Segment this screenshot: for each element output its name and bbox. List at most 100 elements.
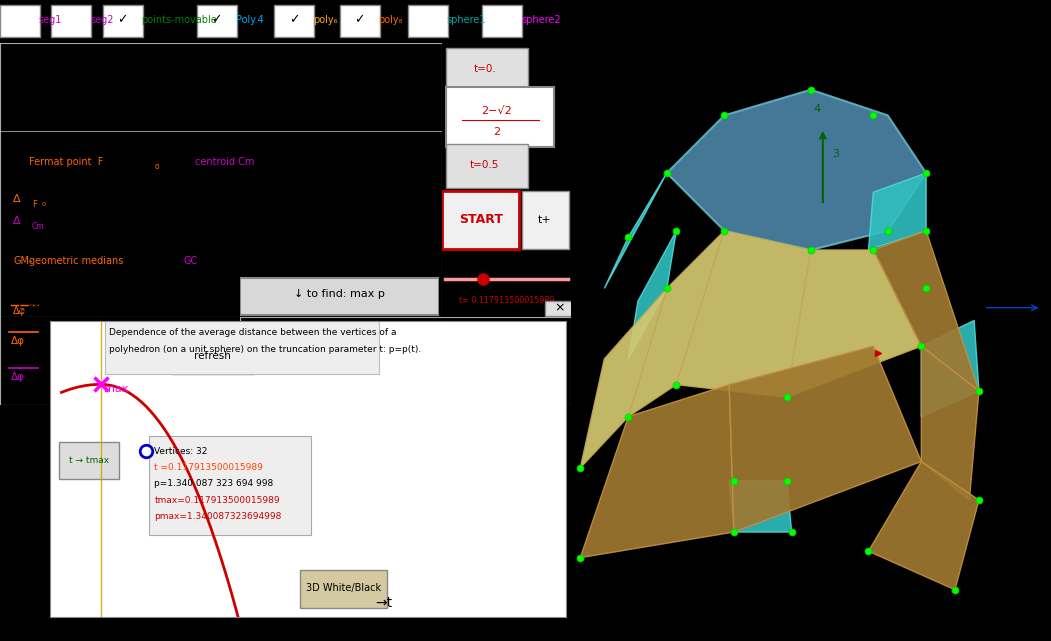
Polygon shape: [628, 231, 724, 417]
Text: 0.766413908512456: 0.766413908512456: [256, 389, 335, 398]
Text: Dependence of the average distance between the vertices of a: Dependence of the average distance betwe…: [109, 328, 397, 337]
Polygon shape: [868, 173, 926, 250]
FancyBboxPatch shape: [301, 570, 387, 608]
Text: →Angular deviations from optimality -: →Angular deviations from optimality -: [8, 275, 218, 285]
FancyBboxPatch shape: [446, 49, 529, 92]
Text: geometric medians: geometric medians: [28, 256, 123, 265]
Text: 0.969915863064702: 0.969915863064702: [475, 377, 554, 386]
Text: 0.969915863064706: 0.969915863064706: [366, 336, 445, 345]
Text: →Deviation about center spheres: →Deviation about center spheres: [14, 175, 195, 185]
FancyBboxPatch shape: [274, 4, 314, 37]
Text: Vertices: 32: Vertices: 32: [154, 447, 208, 456]
Text: max: max: [104, 383, 128, 394]
Text: t=0:      Square Antiprism ,          V=8: t=0: Square Antiprism , V=8: [14, 53, 249, 62]
Text: 0.685834083953455: 0.685834083953455: [256, 372, 335, 381]
Text: F: F: [32, 200, 37, 209]
Text: = 0.00 × 10: = 0.00 × 10: [50, 372, 115, 383]
Text: 6 − gons: 6 − gons: [384, 323, 427, 333]
Text: t+: t+: [538, 215, 552, 225]
Text: refresh: refresh: [194, 351, 231, 361]
Text: ✓: ✓: [211, 13, 222, 26]
Polygon shape: [729, 346, 922, 532]
Text: 4 − gons: 4 − gons: [274, 323, 317, 333]
FancyBboxPatch shape: [482, 4, 522, 37]
Text: 4.444748814545944: 4.444748814545944: [475, 407, 554, 416]
Text: sphere2: sphere2: [521, 15, 560, 25]
Text: ×: ×: [555, 302, 565, 315]
Text: 2−√2: 2−√2: [481, 106, 512, 116]
Text: seg2: seg2: [90, 15, 114, 25]
FancyBboxPatch shape: [0, 4, 40, 37]
Text: t= 0.117913500015989: t= 0.117913500015989: [458, 296, 554, 305]
Text: sphere1: sphere1: [447, 15, 487, 25]
Text: Cm: Cm: [32, 222, 44, 231]
Text: ✓: ✓: [118, 13, 128, 26]
Text: p=1.340 087 323 694 998: p=1.340 087 323 694 998: [154, 479, 273, 488]
Polygon shape: [580, 288, 666, 468]
Text: 0.766413908512456: 0.766413908512456: [366, 389, 445, 398]
Text: 0.685834083953455: 0.685834083953455: [366, 372, 445, 381]
Text: 4.444748814545942: 4.444748814545942: [475, 367, 554, 376]
Text: Graphics 2: Graphics 2: [18, 302, 85, 315]
Text: Fermat point  F: Fermat point F: [28, 157, 103, 167]
Polygon shape: [922, 346, 978, 500]
Text: poly₆: poly₆: [313, 15, 337, 25]
Text: GC: GC: [30, 378, 41, 387]
Text: 2: 2: [493, 127, 500, 137]
Polygon shape: [787, 250, 922, 397]
Polygon shape: [580, 385, 734, 558]
Text: directions of the corresponding position vectors:: directions of the corresponding position…: [14, 294, 250, 304]
Text: 2. Means of sum of all correction angles of: 2. Means of sum of all correction angles…: [14, 237, 224, 246]
Text: Δφ: Δφ: [12, 336, 25, 346]
Text: pmax=1.340087323694998: pmax=1.340087323694998: [154, 512, 282, 520]
FancyBboxPatch shape: [408, 4, 448, 37]
Text: GM-: GM-: [14, 256, 33, 265]
Text: 4.444748814545953: 4.444748814545953: [475, 346, 554, 355]
Text: 0: 0: [186, 366, 190, 375]
FancyBboxPatch shape: [240, 278, 439, 315]
FancyBboxPatch shape: [339, 4, 379, 37]
FancyBboxPatch shape: [51, 4, 91, 37]
Text: rad;: rad;: [184, 306, 208, 316]
FancyBboxPatch shape: [545, 301, 575, 316]
Text: o: o: [154, 162, 160, 171]
Polygon shape: [604, 173, 666, 288]
Text: 0.969915863064706: 0.969915863064706: [475, 356, 554, 365]
Text: GC: GC: [184, 256, 198, 265]
FancyBboxPatch shape: [197, 4, 236, 37]
Polygon shape: [922, 320, 978, 417]
Text: GM: GM: [28, 312, 40, 317]
FancyBboxPatch shape: [442, 191, 519, 249]
Text: points-movable: points-movable: [142, 15, 218, 25]
Text: Δφ: Δφ: [14, 306, 26, 316]
Text: 1.: 1.: [14, 157, 25, 167]
Text: 3: 3: [832, 149, 840, 159]
Polygon shape: [628, 231, 677, 359]
Text: Δφ: Δφ: [14, 306, 26, 316]
Text: 8 − gons: 8 − gons: [493, 323, 536, 333]
FancyBboxPatch shape: [103, 4, 143, 37]
Text: ✓: ✓: [354, 13, 365, 26]
Text: t → tmax: t → tmax: [68, 456, 109, 465]
Polygon shape: [729, 481, 791, 532]
Y-axis label: ↑p(t): ↑p(t): [0, 449, 13, 488]
Polygon shape: [677, 231, 811, 397]
Text: ✓: ✓: [289, 13, 300, 26]
Text: 0.766413908512457: 0.766413908512457: [256, 354, 335, 363]
Text: and: and: [162, 256, 186, 265]
FancyBboxPatch shape: [105, 320, 379, 374]
Text: Poly.4: Poly.4: [235, 15, 264, 25]
Text: 3D White/Black: 3D White/Black: [306, 583, 380, 593]
Text: tmax=0.117913500015989: tmax=0.117913500015989: [154, 495, 280, 504]
Text: polyhedron (on a unit sphere) on the truncation parameter t: p=p(t).: polyhedron (on a unit sphere) on the tru…: [109, 345, 421, 354]
Text: o: o: [42, 201, 46, 206]
Text: −2: −2: [166, 301, 177, 310]
Text: =4.2 × 10: =4.2 × 10: [53, 194, 107, 204]
Text: p=1.340 087 323 694 998: p=1.340 087 323 694 998: [144, 140, 298, 151]
Text: 0.969915863064702: 0.969915863064702: [475, 336, 554, 345]
Text: =3.5 × 10: =3.5 × 10: [64, 216, 118, 226]
Text: ;: ;: [214, 216, 218, 226]
Text: 4: 4: [813, 104, 821, 114]
Text: t=0.5: t=0.5: [470, 160, 499, 170]
Text: 0.766413908512457: 0.766413908512457: [366, 354, 445, 363]
